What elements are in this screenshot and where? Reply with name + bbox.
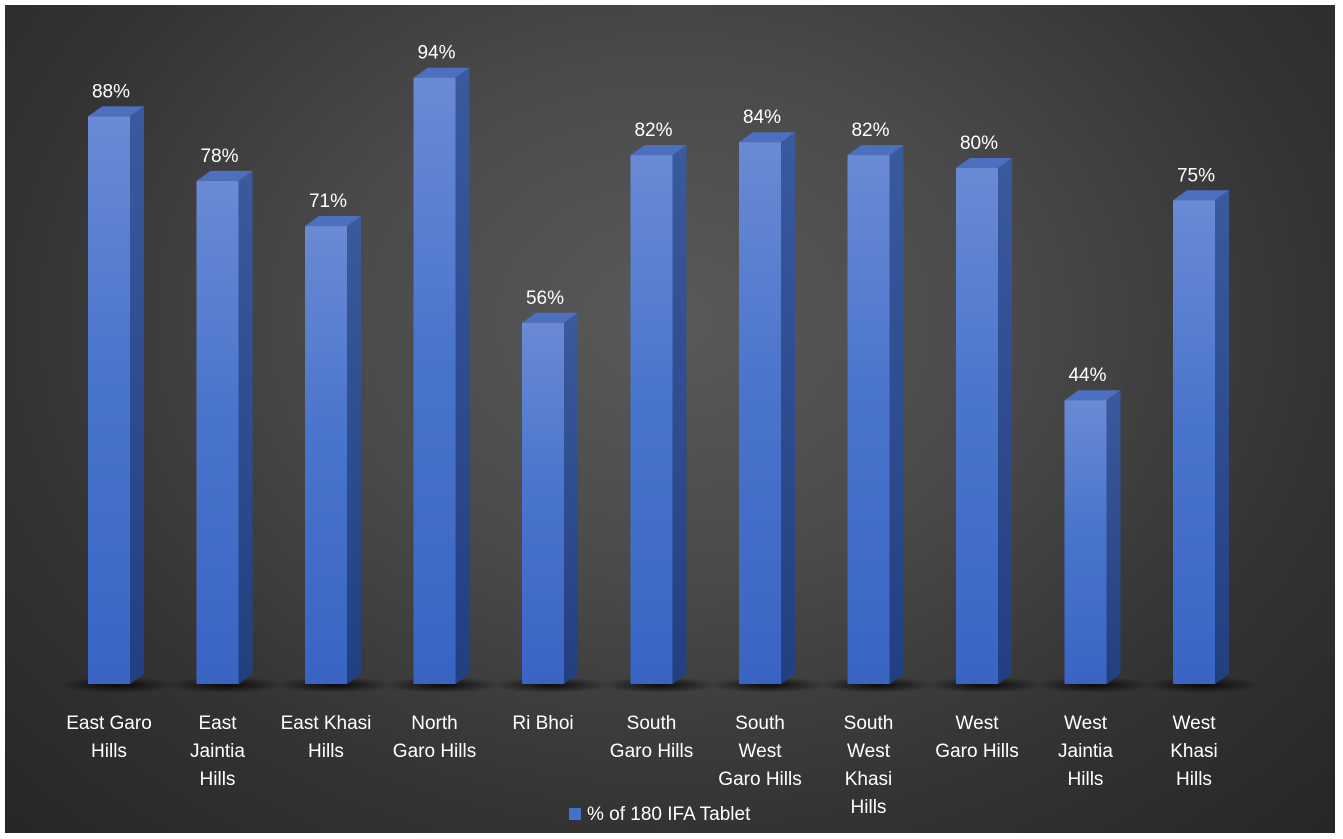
bar-front	[956, 168, 998, 684]
bar-top	[956, 158, 1012, 168]
data-label: 82%	[851, 120, 889, 141]
bar-side	[238, 170, 253, 684]
bar-side	[1215, 190, 1229, 684]
bar-side	[672, 145, 687, 685]
bar-chart: 88% 78% 71% 94% 56% 82% 84% 82% 80% 44% 75% East G…	[59, 43, 1260, 825]
bar-top	[1173, 190, 1229, 201]
data-label: 56%	[526, 288, 564, 309]
bar-front	[305, 226, 347, 685]
data-label: 94%	[417, 43, 455, 64]
data-label: 44%	[1068, 365, 1106, 386]
category-label: West Garo Hills	[935, 713, 1018, 762]
bar-front	[1064, 400, 1107, 684]
data-label: 71%	[309, 191, 347, 212]
data-label: 78%	[200, 146, 238, 167]
bar-top	[522, 312, 578, 323]
bar-top	[847, 145, 904, 156]
data-label: 82%	[634, 120, 672, 141]
category-label: South Garo Hills	[610, 713, 693, 762]
bar	[88, 106, 144, 684]
bar-top	[413, 67, 470, 78]
bar-top	[196, 170, 253, 181]
bar	[956, 158, 1012, 684]
bar-top	[739, 132, 795, 143]
bar-front	[1173, 200, 1215, 684]
bar	[305, 216, 361, 685]
category-label: South West Garo Hills	[718, 713, 801, 790]
bar-top	[630, 145, 687, 156]
category-label: East Garo Hills	[66, 713, 152, 762]
bar-front	[522, 322, 564, 684]
bar-side	[130, 106, 144, 684]
category-label: West Jaintia Hills	[1058, 713, 1113, 790]
bar-top	[88, 106, 144, 117]
category-label: East Khasi Hills	[281, 713, 372, 762]
bar	[413, 67, 470, 684]
bar	[1173, 190, 1229, 684]
bar	[1064, 390, 1121, 684]
category-label: Ri Bhoi	[512, 713, 573, 734]
category-label: East Jaintia Hills	[190, 713, 245, 790]
bar-side	[455, 67, 470, 684]
bar	[739, 132, 795, 684]
bar-front	[630, 155, 673, 685]
bar-front	[739, 142, 781, 684]
bar-side	[1106, 390, 1121, 684]
bar-top	[305, 216, 361, 227]
bar-front	[413, 77, 456, 684]
chart-area: 88% 78% 71% 94% 56% 82% 84% 82% 80% 44% 75% East G…	[5, 5, 1335, 833]
bar	[196, 170, 253, 684]
legend-label: % of 180 IFA Tablet	[587, 804, 751, 825]
bar	[630, 145, 687, 685]
bar	[522, 312, 578, 684]
data-label: 88%	[92, 81, 130, 102]
bar-front	[196, 180, 239, 684]
data-label: 75%	[1177, 165, 1215, 186]
bar-front	[847, 155, 890, 685]
category-label: North Garo Hills	[393, 713, 476, 762]
legend: % of 180 IFA Tablet	[569, 804, 751, 825]
bar-side	[889, 145, 904, 685]
bar-side	[781, 132, 795, 684]
data-label: 84%	[743, 107, 781, 128]
bar	[847, 145, 904, 685]
legend-swatch	[569, 808, 581, 820]
bar-side	[347, 216, 361, 685]
data-label: 80%	[960, 133, 998, 154]
bar-side	[564, 312, 578, 684]
category-label: South West Khasi Hills	[844, 713, 894, 818]
bar-top	[1064, 390, 1121, 401]
bar-side	[998, 158, 1012, 684]
category-label: West Khasi Hills	[1170, 713, 1218, 790]
bar-front	[88, 116, 130, 684]
